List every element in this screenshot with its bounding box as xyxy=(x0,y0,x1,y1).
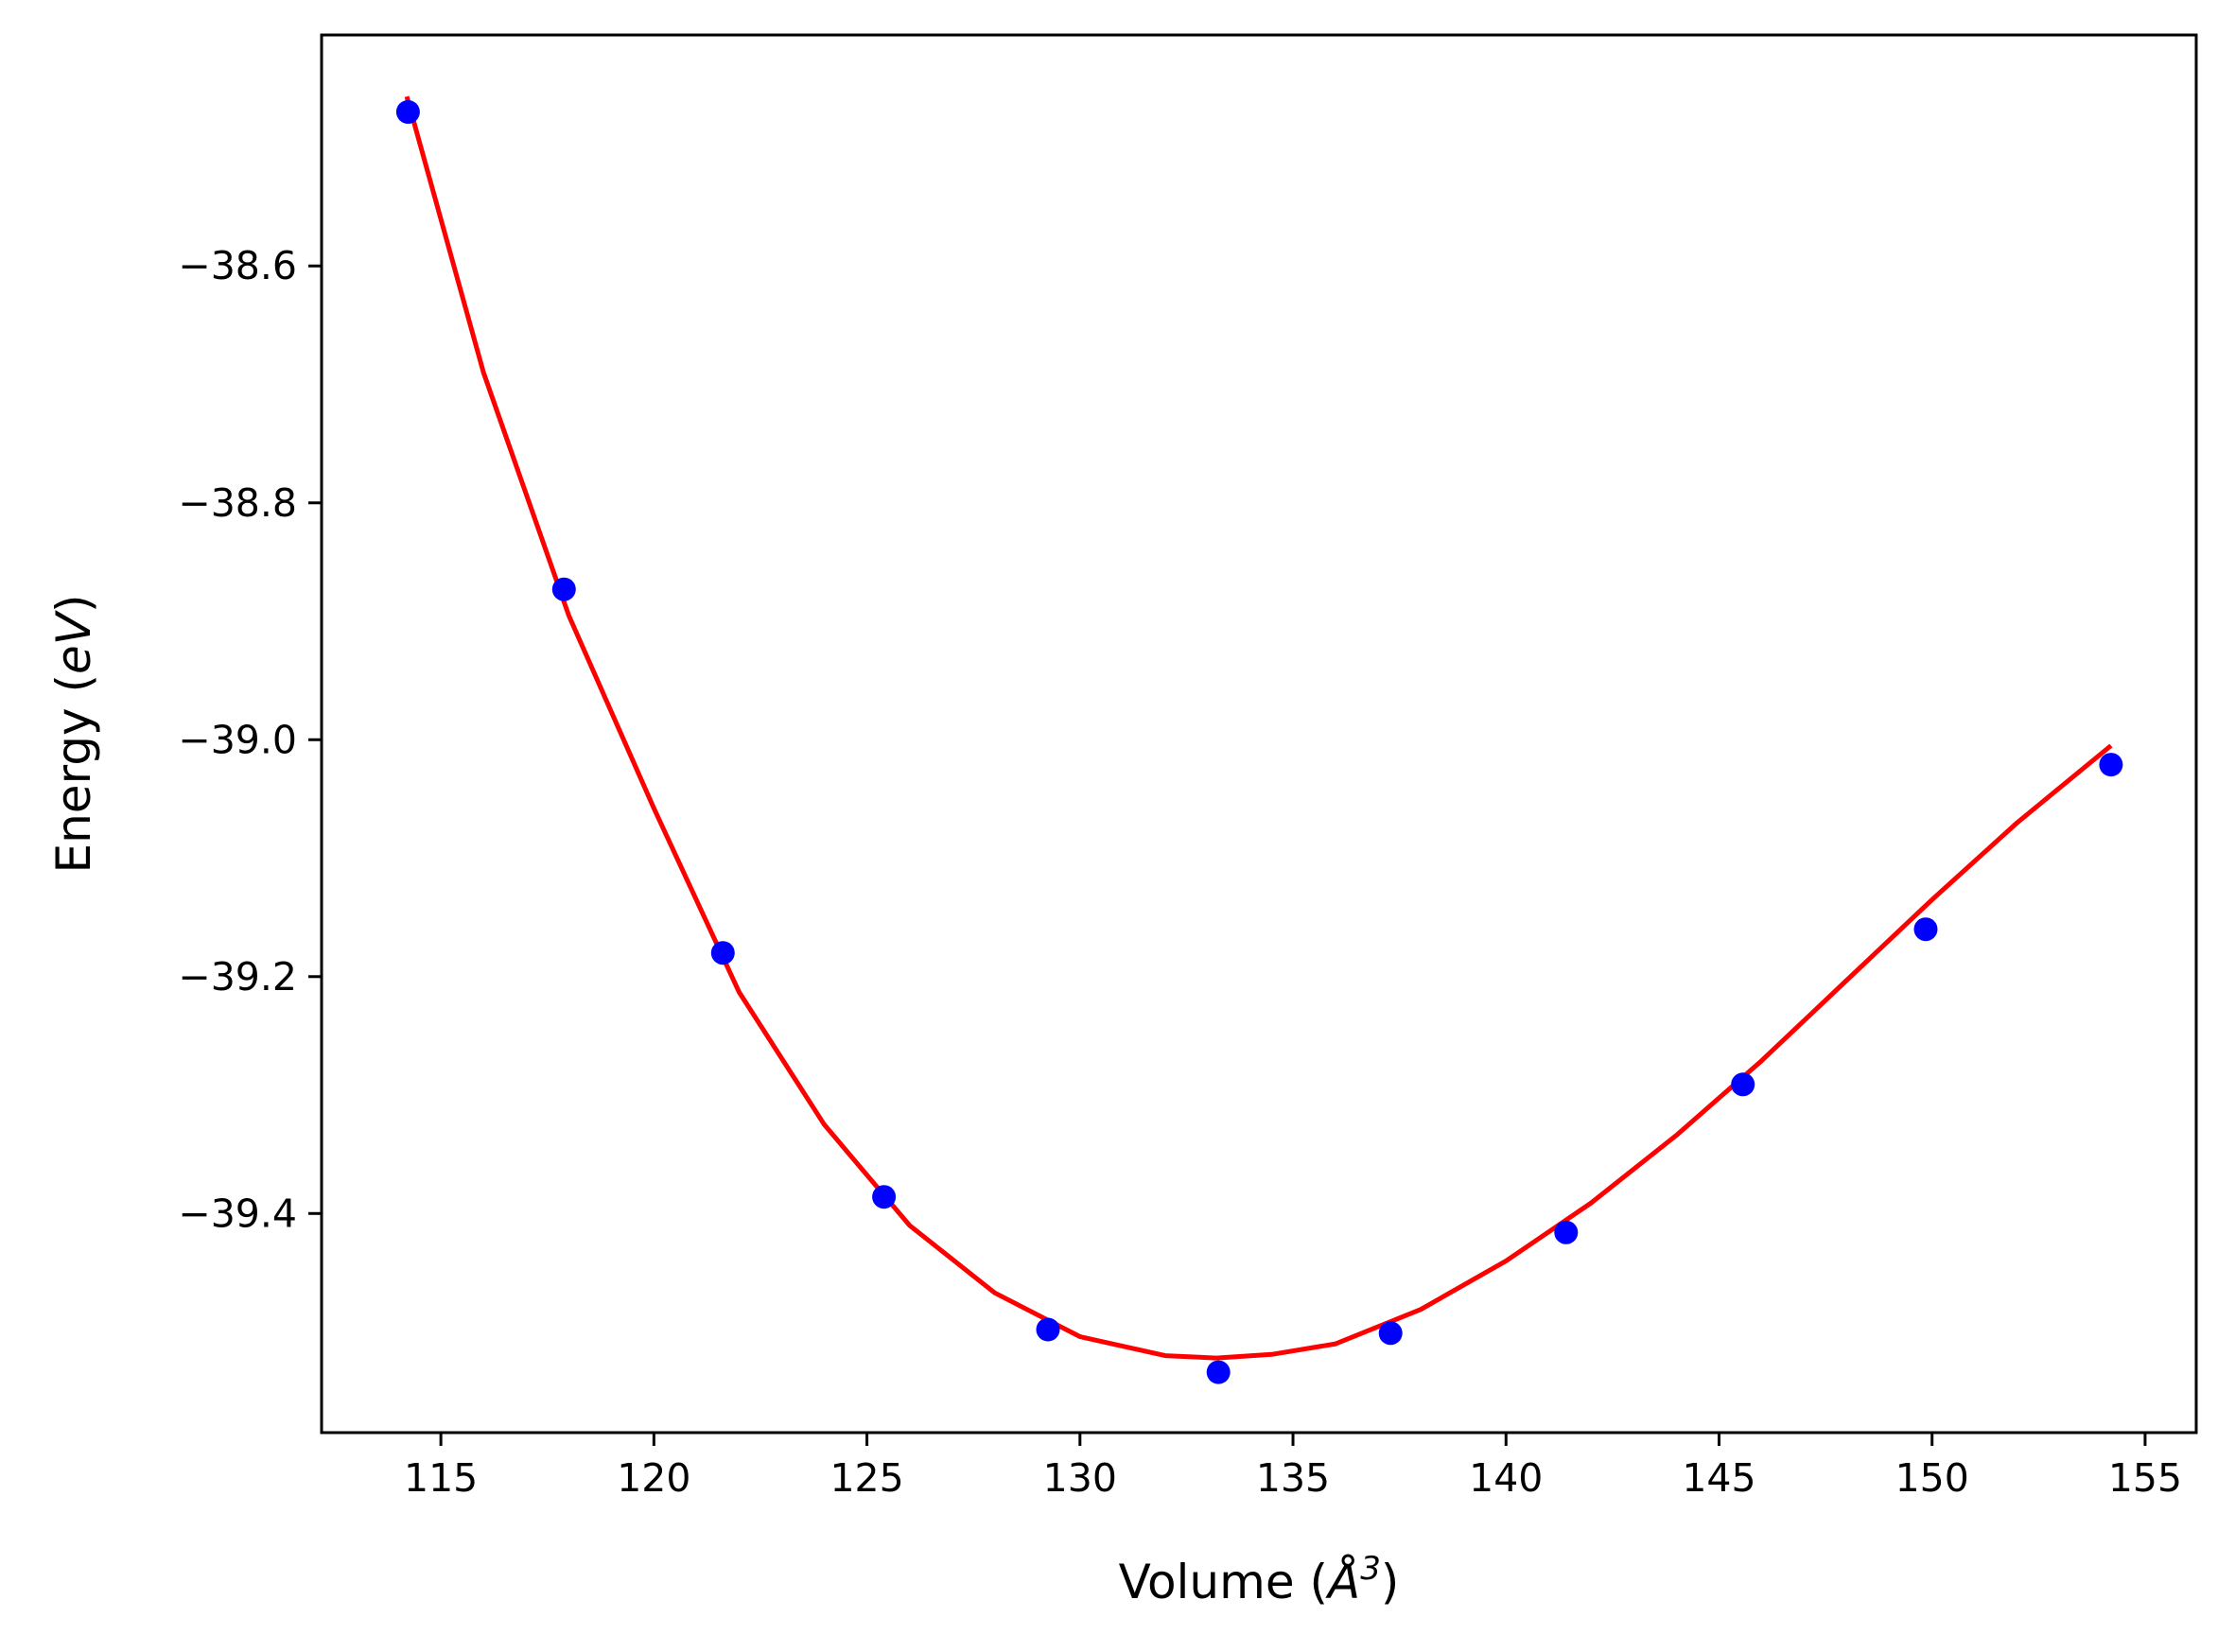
data-point xyxy=(2099,753,2123,777)
y-tick-label: −38.6 xyxy=(178,243,297,288)
x-tick-label: 130 xyxy=(1043,1455,1117,1501)
y-axis-title: Energy (eV) xyxy=(46,595,101,874)
x-tick-label: 150 xyxy=(1895,1455,1969,1501)
data-point xyxy=(1913,917,1938,942)
data-point xyxy=(710,941,735,965)
y-tick-label: −39.0 xyxy=(178,717,297,762)
data-point xyxy=(1731,1072,1755,1097)
data-point xyxy=(872,1185,897,1209)
data-point xyxy=(551,577,576,601)
x-tick-label: 145 xyxy=(1682,1455,1755,1501)
data-point xyxy=(1036,1317,1060,1342)
data-point xyxy=(1378,1321,1403,1346)
x-tick-label: 115 xyxy=(404,1455,478,1501)
x-tick-label: 125 xyxy=(829,1455,903,1501)
data-point xyxy=(1206,1360,1231,1384)
x-tick-label: 135 xyxy=(1256,1455,1330,1501)
plot-frame xyxy=(320,33,2198,1435)
y-tick-label: −39.2 xyxy=(178,954,297,1000)
x-tick-label: 140 xyxy=(1469,1455,1543,1501)
x-tick-label: 155 xyxy=(2108,1455,2182,1501)
x-tick-label: 120 xyxy=(617,1455,690,1501)
y-tick-label: −38.8 xyxy=(178,480,297,526)
y-tick-label: −39.4 xyxy=(178,1191,297,1236)
data-point xyxy=(395,99,420,124)
fit-curve xyxy=(404,96,2113,1361)
x-axis-title: Volume (Å3) xyxy=(1119,1550,1400,1609)
data-point xyxy=(1554,1220,1579,1244)
